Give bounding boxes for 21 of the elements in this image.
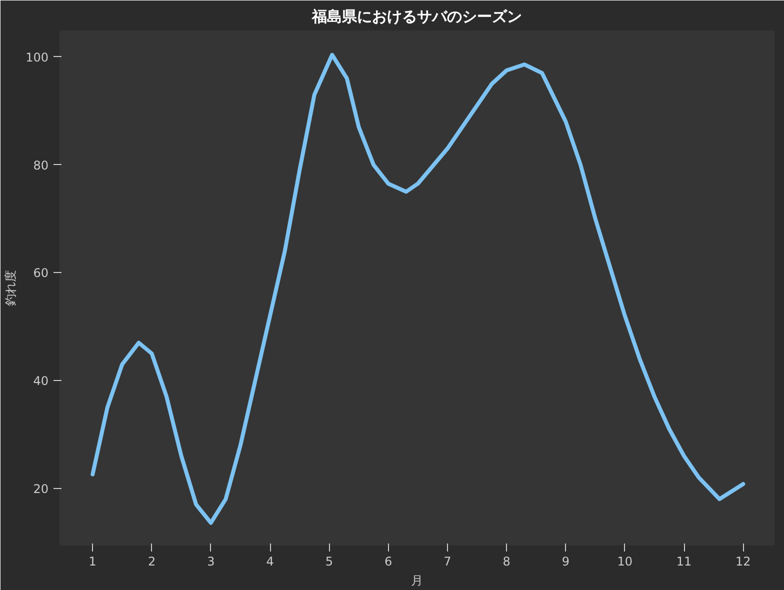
x-tick-label: 11 [676,554,692,568]
line-series [90,52,746,525]
x-tick-label: 9 [562,554,570,568]
x-tick-label: 7 [444,554,452,568]
x-tick-label: 10 [617,554,633,568]
y-tick-label: 20 [33,482,49,496]
x-tick-label: 1 [88,554,96,568]
x-tick-label: 4 [266,554,274,568]
x-axis-title: 月 [411,574,423,588]
x-tick-label: 5 [325,554,333,568]
x-tick-label: 8 [502,554,510,568]
x-tick-label: 2 [148,554,156,568]
x-tick-label: 12 [736,554,751,568]
x-tick-label: 6 [384,554,392,568]
y-axis-title: 釣れ度 [4,270,18,306]
chart-title: 福島県におけるサバのシーズン [311,8,522,26]
y-tick-label: 40 [33,374,49,388]
y-tick-label: 80 [33,158,49,172]
y-tick-label: 100 [26,50,48,64]
y-tick-label: 60 [33,266,49,280]
x-tick-label: 3 [207,554,215,568]
